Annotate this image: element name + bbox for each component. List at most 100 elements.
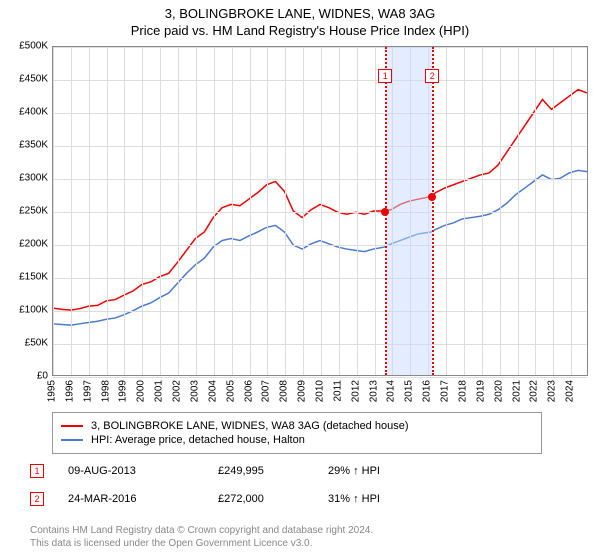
x-tick-label: 2007 [261, 380, 272, 402]
legend-label: HPI: Average price, detached house, Halt… [91, 434, 305, 446]
transaction-diff: 29% ↑ HPI [328, 465, 380, 477]
grid-line-v [446, 47, 447, 375]
x-tick-label: 1995 [47, 380, 58, 402]
x-tick-label: 2017 [440, 380, 451, 402]
grid-line-v [535, 47, 536, 375]
transaction-row: 2 24-MAR-2016£272,00031% ↑ HPI [30, 492, 380, 506]
x-tick-label: 2006 [243, 380, 254, 402]
copyright: Contains HM Land Registry data © Crown c… [30, 524, 570, 550]
chart-wrap: £0£50K£100K£150K£200K£250K£300K£350K£400… [8, 46, 592, 406]
x-tick-label: 2023 [547, 380, 558, 402]
grid-line-v [482, 47, 483, 375]
x-tick-label: 2000 [136, 380, 147, 402]
transaction-marker: 2 [30, 492, 44, 506]
y-tick-label: £250K [19, 206, 48, 217]
copyright-line2: This data is licensed under the Open Gov… [30, 537, 570, 550]
grid-line-v [250, 47, 251, 375]
marker-box: 2 [425, 69, 439, 83]
chart-container: 3, BOLINGBROKE LANE, WIDNES, WA8 3AG Pri… [0, 0, 600, 560]
grid-line-v [232, 47, 233, 375]
x-tick-label: 2008 [279, 380, 290, 402]
x-tick-label: 2013 [368, 380, 379, 402]
x-tick-label: 2016 [422, 380, 433, 402]
grid-line-v [196, 47, 197, 375]
transaction-date: 24-MAR-2016 [68, 493, 218, 505]
grid-line-v [571, 47, 572, 375]
grid-line-v [71, 47, 72, 375]
legend-swatch [61, 439, 83, 441]
x-tick-label: 2014 [386, 380, 397, 402]
grid-line-h [53, 80, 587, 81]
grid-line-v [107, 47, 108, 375]
legend: 3, BOLINGBROKE LANE, WIDNES, WA8 3AG (de… [52, 412, 542, 454]
x-tick-label: 2003 [189, 380, 200, 402]
x-tick-label: 2022 [529, 380, 540, 402]
x-tick-label: 1998 [100, 380, 111, 402]
title-address: 3, BOLINGBROKE LANE, WIDNES, WA8 3AG [0, 6, 600, 21]
highlight-band [385, 47, 432, 375]
legend-swatch [61, 425, 83, 427]
grid-line-v [53, 47, 54, 375]
x-tick-label: 2018 [457, 380, 468, 402]
transaction-row: 109-AUG-2013£249,99529% ↑ HPI [30, 464, 380, 478]
x-tick-label: 2020 [493, 380, 504, 402]
y-tick-label: £50K [25, 338, 48, 349]
x-tick-label: 2004 [207, 380, 218, 402]
grid-line-v [357, 47, 358, 375]
data-point [381, 208, 389, 216]
y-tick-label: £450K [19, 74, 48, 85]
grid-line-v [160, 47, 161, 375]
x-tick-label: 2012 [350, 380, 361, 402]
y-tick-label: £350K [19, 140, 48, 151]
series-svg [53, 47, 587, 375]
grid-line-v [339, 47, 340, 375]
grid-line-v [303, 47, 304, 375]
grid-line-h [53, 179, 587, 180]
x-tick-label: 1997 [82, 380, 93, 402]
x-tick-label: 1996 [64, 380, 75, 402]
x-tick-label: 2019 [475, 380, 486, 402]
transaction-diff: 31% ↑ HPI [328, 493, 380, 505]
y-axis: £0£50K£100K£150K£200K£250K£300K£350K£400… [8, 46, 50, 376]
grid-line-v [214, 47, 215, 375]
title-area: 3, BOLINGBROKE LANE, WIDNES, WA8 3AG Pri… [0, 0, 600, 38]
x-tick-label: 2015 [404, 380, 415, 402]
legend-row: HPI: Average price, detached house, Halt… [61, 434, 533, 446]
grid-line-v [375, 47, 376, 375]
grid-line-h [53, 212, 587, 213]
x-tick-label: 2010 [315, 380, 326, 402]
grid-line-v [285, 47, 286, 375]
grid-line-v [553, 47, 554, 375]
x-tick-label: 2009 [297, 380, 308, 402]
grid-line-h [53, 344, 587, 345]
marker-box: 1 [378, 69, 392, 83]
x-axis: 1995199619971998199920002001200220032004… [52, 376, 588, 406]
x-tick-label: 2005 [225, 380, 236, 402]
legend-row: 3, BOLINGBROKE LANE, WIDNES, WA8 3AG (de… [61, 420, 533, 432]
grid-line-v [518, 47, 519, 375]
x-tick-label: 1999 [118, 380, 129, 402]
transaction-date: 09-AUG-2013 [68, 465, 218, 477]
marker-line [432, 47, 434, 375]
grid-line-v [89, 47, 90, 375]
grid-line-v [267, 47, 268, 375]
x-tick-label: 2021 [511, 380, 522, 402]
grid-line-h [53, 113, 587, 114]
grid-line-v [178, 47, 179, 375]
y-tick-label: £150K [19, 272, 48, 283]
grid-line-v [142, 47, 143, 375]
x-tick-label: 2001 [154, 380, 165, 402]
y-tick-label: £200K [19, 239, 48, 250]
y-tick-label: £500K [19, 41, 48, 52]
grid-line-h [53, 278, 587, 279]
grid-line-v [500, 47, 501, 375]
y-tick-label: £300K [19, 173, 48, 184]
transaction-price: £272,000 [218, 493, 328, 505]
legend-label: 3, BOLINGBROKE LANE, WIDNES, WA8 3AG (de… [91, 420, 409, 432]
plot-area: 12 [52, 46, 588, 376]
copyright-line1: Contains HM Land Registry data © Crown c… [30, 524, 570, 537]
grid-line-h [53, 245, 587, 246]
x-tick-label: 2024 [565, 380, 576, 402]
grid-line-v [321, 47, 322, 375]
grid-line-h [53, 146, 587, 147]
